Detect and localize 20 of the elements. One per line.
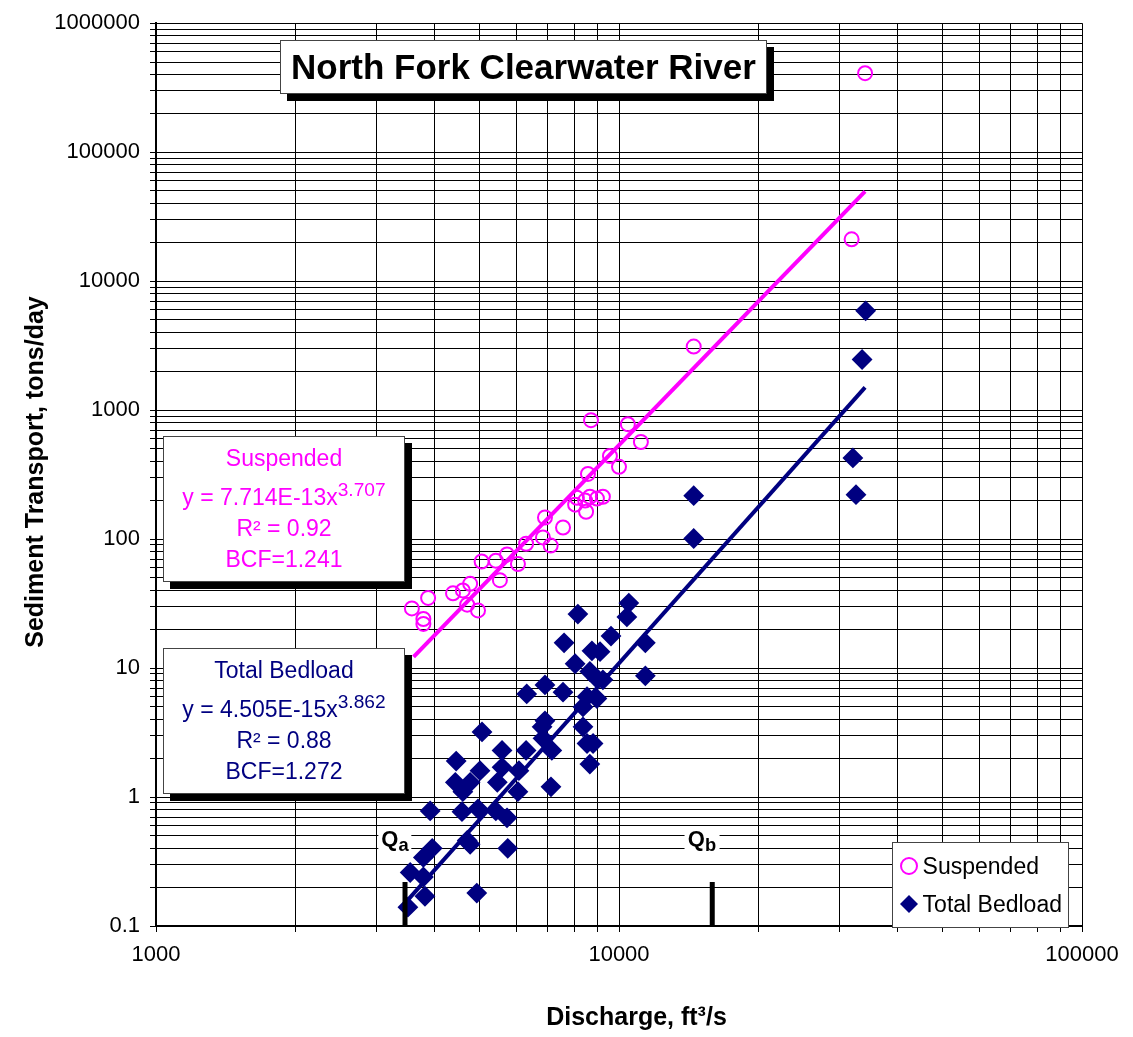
x-tick-label: 1000	[131, 941, 181, 967]
y-axis-title: Sediment Transport, tons/day	[19, 296, 49, 648]
y-tick-label: 0.1	[109, 912, 140, 938]
y-tick-label: 1000	[91, 396, 140, 422]
y-tick-label: 1	[127, 783, 140, 809]
x-axis-title: Discharge, ft³/s	[545, 1002, 728, 1031]
legend-label: Total Bedload	[922, 890, 1062, 919]
y-tick-label: 100000	[66, 138, 140, 164]
x-tick-label: 10000	[588, 941, 650, 967]
ref-line-label: Q$_{a}$	[378, 826, 412, 859]
y-tick-label: 100	[103, 525, 140, 551]
annotation: Suspended y = 7.714E-13x$^{3.707}$ R² = 0.92 BCF=1.241	[181, 444, 387, 574]
ref-line-label: Q$_{b}$	[684, 826, 720, 859]
x-tick-label: 100000	[1045, 941, 1119, 967]
y-tick-label: 10000	[78, 267, 140, 293]
text: North Fork Clearwater River	[280, 40, 767, 94]
y-tick-label: 1000000	[54, 9, 140, 35]
legend-label: Suspended	[922, 852, 1039, 881]
annotation: Total Bedload y = 4.505E-15x$^{3.862}$ R² = 0.88 BCF=1.272	[181, 656, 387, 786]
y-tick-label: 10	[115, 654, 140, 680]
